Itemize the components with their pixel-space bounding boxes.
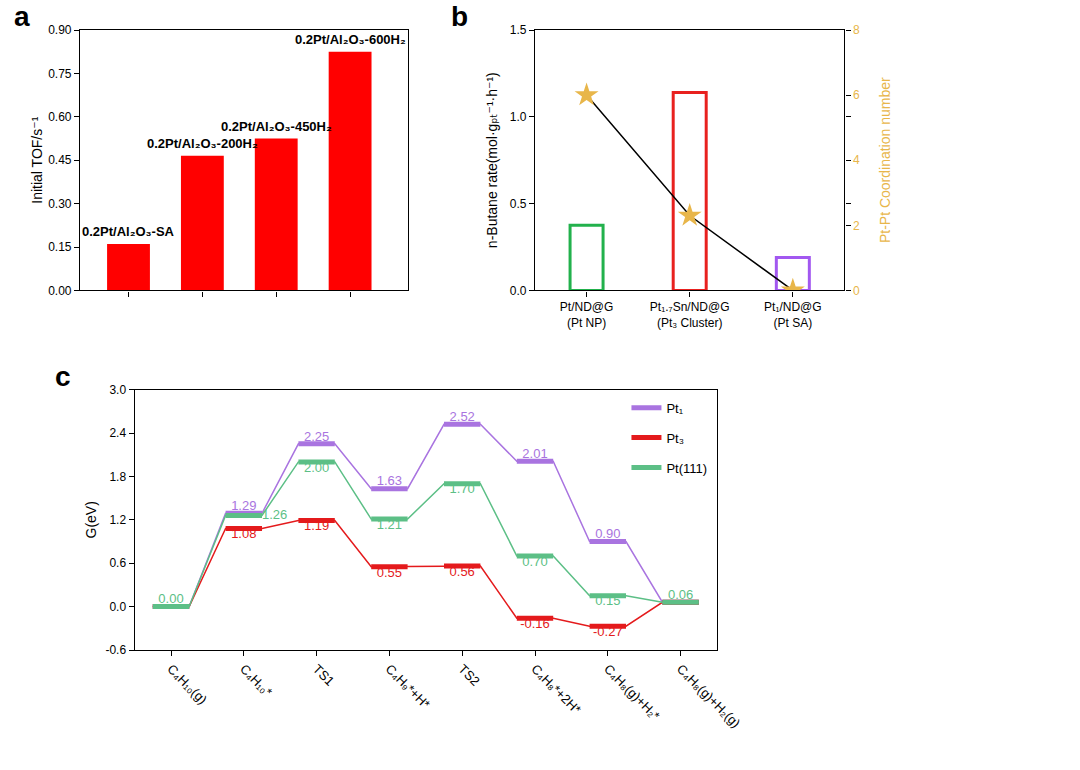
- svg-text:1.5: 1.5: [510, 23, 527, 37]
- svg-text:2.01: 2.01: [522, 446, 547, 461]
- svg-text:0.00: 0.00: [48, 284, 72, 298]
- svg-text:0.75: 0.75: [48, 67, 72, 81]
- svg-text:TS1: TS1: [310, 661, 337, 688]
- svg-text:0.6: 0.6: [109, 556, 126, 570]
- svg-text:1.26: 1.26: [262, 507, 287, 522]
- svg-text:0.60: 0.60: [48, 110, 72, 124]
- svg-text:C₄H₁₀*: C₄H₁₀*: [237, 661, 275, 699]
- svg-text:1.08: 1.08: [231, 526, 256, 541]
- svg-text:2.4: 2.4: [109, 426, 126, 440]
- svg-text:2.52: 2.52: [450, 409, 475, 424]
- svg-text:0: 0: [853, 284, 860, 298]
- svg-text:c: c: [55, 361, 71, 392]
- svg-text:0.55: 0.55: [377, 565, 402, 580]
- svg-text:0.06: 0.06: [668, 587, 693, 602]
- svg-text:0.0: 0.0: [510, 284, 527, 298]
- svg-text:1.2: 1.2: [109, 513, 126, 527]
- svg-text:0.2Pt/Al₂O₃-200H₂: 0.2Pt/Al₂O₃-200H₂: [147, 136, 258, 151]
- svg-text:1.63: 1.63: [377, 473, 402, 488]
- svg-text:4: 4: [853, 153, 860, 167]
- svg-text:Pt(111): Pt(111): [666, 461, 707, 476]
- svg-text:-0.6: -0.6: [105, 643, 126, 657]
- svg-text:TS2: TS2: [455, 661, 482, 688]
- svg-text:-0.16: -0.16: [520, 616, 550, 631]
- svg-text:Pt₃: Pt₃: [666, 431, 684, 446]
- svg-text:C₄H₈*+2H*: C₄H₈*+2H*: [528, 661, 584, 717]
- svg-text:0.90: 0.90: [595, 526, 620, 541]
- svg-text:Pt₁/ND@G(Pt SA): Pt₁/ND@G(Pt SA): [764, 300, 822, 330]
- svg-text:0.56: 0.56: [450, 564, 475, 579]
- svg-text:C₄H₈(g)+H₂*: C₄H₈(g)+H₂*: [601, 661, 663, 723]
- svg-text:n-Butane rate(mol·gₚₜ⁻¹·h⁻¹): n-Butane rate(mol·gₚₜ⁻¹·h⁻¹): [484, 72, 500, 248]
- svg-text:b: b: [451, 1, 468, 32]
- svg-text:1.21: 1.21: [377, 517, 402, 532]
- svg-text:a: a: [14, 1, 30, 32]
- svg-text:1.70: 1.70: [450, 481, 475, 496]
- svg-text:1.8: 1.8: [109, 470, 126, 484]
- svg-text:0.00: 0.00: [158, 591, 183, 606]
- svg-text:0.2Pt/Al₂O₃-450H₂: 0.2Pt/Al₂O₃-450H₂: [221, 119, 332, 134]
- svg-text:-0.27: -0.27: [593, 624, 623, 639]
- svg-text:G(eV): G(eV): [83, 501, 99, 538]
- svg-text:2: 2: [853, 219, 860, 233]
- svg-text:0.45: 0.45: [48, 153, 72, 167]
- svg-text:0.0: 0.0: [109, 600, 126, 614]
- svg-text:C₄H₈(g)+H₂(g): C₄H₈(g)+H₂(g): [674, 661, 743, 730]
- svg-text:Pt-Pt Coordination number: Pt-Pt Coordination number: [877, 77, 893, 243]
- svg-text:C₄H₁₀(g): C₄H₁₀(g): [164, 661, 210, 707]
- svg-text:C₄H₉*+H*: C₄H₉*+H*: [383, 661, 433, 711]
- svg-text:2.00: 2.00: [304, 460, 329, 475]
- svg-text:2.25: 2.25: [304, 429, 329, 444]
- svg-text:0.30: 0.30: [48, 197, 72, 211]
- svg-text:1.29: 1.29: [231, 498, 256, 513]
- svg-text:3.0: 3.0: [109, 383, 126, 397]
- svg-text:1.0: 1.0: [510, 110, 527, 124]
- svg-text:0.15: 0.15: [595, 594, 620, 609]
- svg-text:0.70: 0.70: [522, 554, 547, 569]
- svg-text:Pt/ND@G(Pt NP): Pt/ND@G(Pt NP): [560, 300, 614, 330]
- svg-text:8: 8: [853, 23, 860, 37]
- svg-text:Pt₁.₇Sn/ND@G(Pt₃ Cluster): Pt₁.₇Sn/ND@G(Pt₃ Cluster): [650, 300, 730, 330]
- svg-text:0.2Pt/Al₂O₃-SA: 0.2Pt/Al₂O₃-SA: [82, 224, 175, 239]
- svg-text:0.15: 0.15: [48, 240, 72, 254]
- svg-text:Pt₁: Pt₁: [666, 401, 683, 416]
- svg-text:0.90: 0.90: [48, 23, 72, 37]
- svg-text:1.19: 1.19: [304, 518, 329, 533]
- svg-text:0.5: 0.5: [510, 197, 527, 211]
- svg-text:Initial TOF/s⁻¹: Initial TOF/s⁻¹: [29, 116, 45, 203]
- svg-text:6: 6: [853, 88, 860, 102]
- svg-text:0.2Pt/Al₂O₃-600H₂: 0.2Pt/Al₂O₃-600H₂: [295, 32, 406, 47]
